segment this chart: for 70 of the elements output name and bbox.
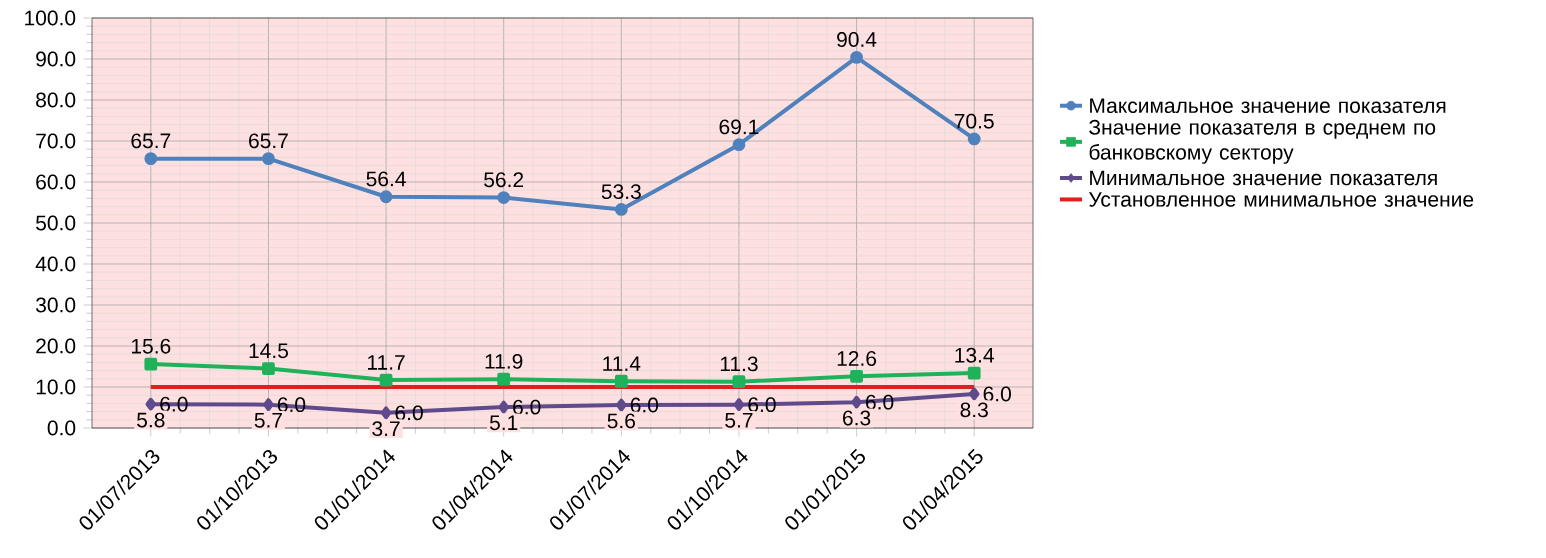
annotation: 6.0	[277, 397, 306, 413]
data-label: 13.4	[955, 347, 994, 363]
data-label: 65.7	[131, 133, 171, 149]
point	[144, 152, 158, 166]
legend-label: Значение показателя в среднем по банковскому сектору	[1089, 119, 1436, 164]
data-label: 90.4	[837, 32, 877, 47]
point	[967, 366, 981, 380]
data-label: 12.6	[837, 351, 877, 366]
data-label: 5.6	[607, 413, 635, 429]
data-label: 53.3	[601, 184, 641, 200]
y-tick-label: 90.0	[36, 51, 76, 67]
point	[380, 406, 392, 420]
y-tick-label: 70.0	[36, 133, 76, 149]
point	[497, 191, 511, 204]
data-label: 65.7	[249, 133, 288, 149]
y-tick-label: 80.0	[36, 92, 76, 108]
data-label: 5.1	[489, 415, 518, 431]
point	[850, 50, 863, 64]
data-label: 5.8	[137, 412, 165, 428]
y-tick-label: 10.0	[36, 379, 76, 395]
annotation: 6.0	[748, 397, 776, 413]
data-label: 11.3	[720, 356, 758, 372]
point	[498, 400, 509, 414]
legend-label: Минимальное значение показателя	[1090, 170, 1437, 186]
data-label: 5.7	[254, 413, 282, 428]
y-tick-label: 100.0	[25, 10, 76, 26]
point	[968, 387, 980, 401]
data-label: 11.7	[368, 355, 405, 370]
point	[497, 372, 511, 386]
y-tick-label: 50.0	[36, 215, 76, 231]
legend-label: Максимальное значение показателя	[1090, 98, 1446, 114]
point	[967, 132, 981, 146]
point	[614, 374, 628, 388]
point	[614, 203, 628, 216]
point	[262, 152, 275, 166]
annotation: 6.0	[630, 397, 659, 413]
data-label: 11.9	[485, 353, 523, 369]
point	[850, 369, 863, 383]
point	[263, 398, 274, 412]
data-label: 56.4	[366, 171, 406, 187]
y-tick-label: 40.0	[35, 256, 76, 272]
data-label: 15.6	[131, 338, 171, 354]
annotation: 6.0	[160, 396, 188, 412]
point	[379, 190, 393, 204]
point	[733, 398, 745, 412]
point	[262, 362, 275, 375]
y-tick-label: 20.0	[36, 338, 76, 354]
data-label: 5.7	[725, 413, 753, 428]
y-tick-label: 60.0	[36, 174, 76, 190]
data-label: 14.5	[249, 343, 288, 359]
data-label: 11.4	[603, 356, 641, 371]
annotation: 6.0	[983, 386, 1011, 402]
annotation: 6.0	[395, 405, 423, 421]
point	[732, 375, 746, 389]
y-tick-label: 30.0	[35, 297, 76, 313]
y-tick-label: 0.0	[47, 420, 76, 436]
point	[851, 395, 862, 409]
point	[732, 138, 746, 152]
data-label: 6.3	[843, 410, 871, 426]
data-label: 56.2	[484, 172, 524, 188]
point	[616, 398, 627, 412]
annotation: 6.0	[513, 399, 541, 415]
point	[144, 357, 158, 371]
data-label: 69.1	[719, 119, 759, 135]
data-label: 3.7	[372, 421, 400, 437]
data-label: 8.3	[960, 402, 988, 418]
point	[145, 397, 157, 411]
data-label: 70.5	[954, 113, 994, 129]
point	[379, 373, 393, 387]
legend-label: Установленное минимальное значение	[1088, 192, 1474, 207]
